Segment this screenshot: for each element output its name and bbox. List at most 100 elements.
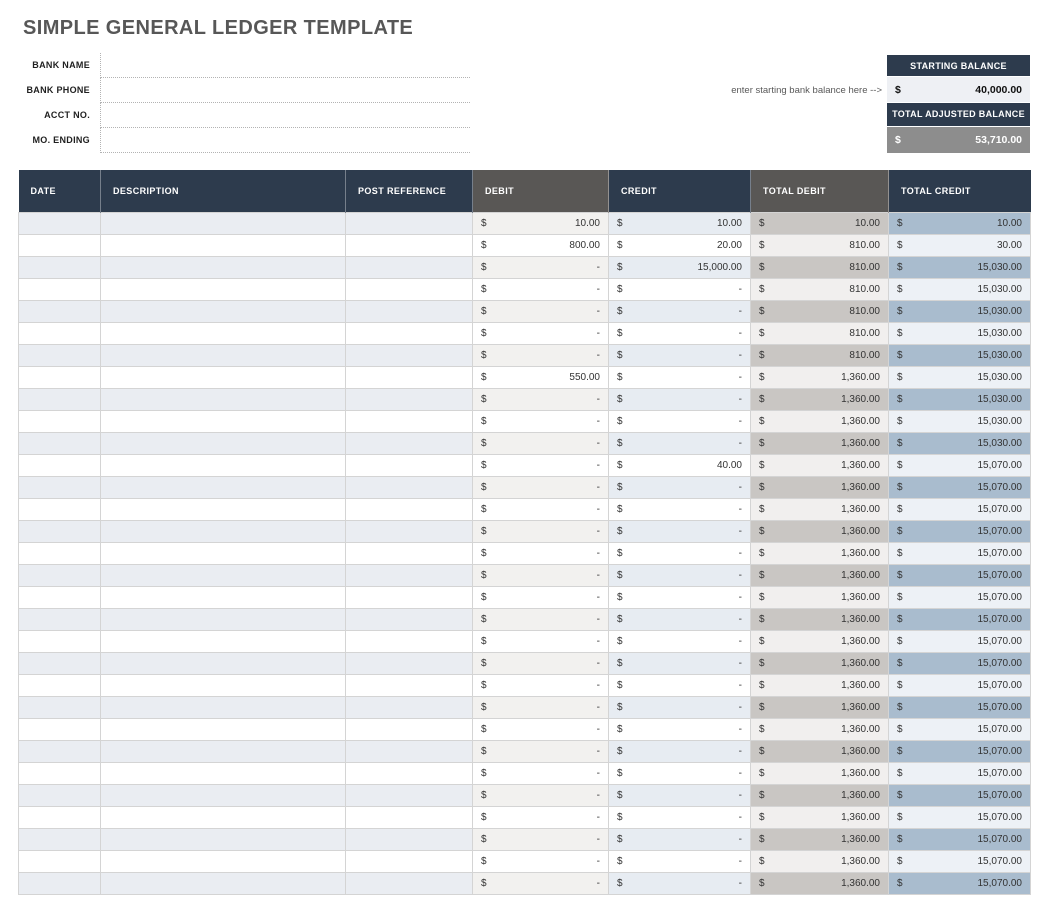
description-cell[interactable] — [100, 256, 346, 279]
debit-cell[interactable]: $ - — [472, 784, 609, 807]
date-cell[interactable] — [18, 608, 101, 631]
date-cell[interactable] — [18, 696, 101, 719]
credit-cell[interactable]: $ - — [608, 542, 751, 565]
description-cell[interactable] — [100, 366, 346, 389]
debit-cell[interactable]: $ - — [472, 454, 609, 477]
description-cell[interactable] — [100, 674, 346, 697]
credit-cell[interactable]: $ - — [608, 432, 751, 455]
bank-phone-field[interactable] — [100, 78, 470, 103]
debit-cell[interactable]: $ - — [472, 586, 609, 609]
date-cell[interactable] — [18, 872, 101, 895]
post-reference-cell[interactable] — [345, 718, 473, 741]
bank-name-field[interactable] — [100, 53, 470, 78]
date-cell[interactable] — [18, 740, 101, 763]
post-reference-cell[interactable] — [345, 410, 473, 433]
debit-cell[interactable]: $ - — [472, 828, 609, 851]
debit-cell[interactable]: $ - — [472, 630, 609, 653]
date-cell[interactable] — [18, 828, 101, 851]
description-cell[interactable] — [100, 608, 346, 631]
description-cell[interactable] — [100, 564, 346, 587]
date-cell[interactable] — [18, 344, 101, 367]
post-reference-cell[interactable] — [345, 586, 473, 609]
date-cell[interactable] — [18, 542, 101, 565]
debit-cell[interactable]: $ - — [472, 850, 609, 873]
description-cell[interactable] — [100, 586, 346, 609]
debit-cell[interactable]: $ - — [472, 542, 609, 565]
post-reference-cell[interactable] — [345, 234, 473, 257]
credit-cell[interactable]: $ - — [608, 872, 751, 895]
description-cell[interactable] — [100, 806, 346, 829]
debit-cell[interactable]: $ - — [472, 674, 609, 697]
mo-ending-field[interactable] — [100, 128, 470, 153]
description-cell[interactable] — [100, 718, 346, 741]
credit-cell[interactable]: $ - — [608, 652, 751, 675]
debit-cell[interactable]: $ - — [472, 762, 609, 785]
credit-cell[interactable]: $ - — [608, 674, 751, 697]
credit-cell[interactable]: $ - — [608, 344, 751, 367]
debit-cell[interactable]: $ - — [472, 300, 609, 323]
credit-cell[interactable]: $ - — [608, 850, 751, 873]
date-cell[interactable] — [18, 234, 101, 257]
post-reference-cell[interactable] — [345, 498, 473, 521]
post-reference-cell[interactable] — [345, 520, 473, 543]
post-reference-cell[interactable] — [345, 322, 473, 345]
debit-cell[interactable]: $ - — [472, 410, 609, 433]
date-cell[interactable] — [18, 564, 101, 587]
debit-cell[interactable]: $ - — [472, 652, 609, 675]
post-reference-cell[interactable] — [345, 344, 473, 367]
credit-cell[interactable]: $ 40.00 — [608, 454, 751, 477]
credit-cell[interactable]: $ - — [608, 300, 751, 323]
post-reference-cell[interactable] — [345, 300, 473, 323]
debit-cell[interactable]: $ 10.00 — [472, 212, 609, 235]
debit-cell[interactable]: $ - — [472, 432, 609, 455]
description-cell[interactable] — [100, 410, 346, 433]
credit-cell[interactable]: $ - — [608, 388, 751, 411]
date-cell[interactable] — [18, 520, 101, 543]
debit-cell[interactable]: $ - — [472, 740, 609, 763]
credit-cell[interactable]: $ - — [608, 740, 751, 763]
debit-cell[interactable]: $ - — [472, 322, 609, 345]
date-cell[interactable] — [18, 322, 101, 345]
credit-cell[interactable]: $ - — [608, 366, 751, 389]
credit-cell[interactable]: $ - — [608, 608, 751, 631]
debit-cell[interactable]: $ - — [472, 806, 609, 829]
credit-cell[interactable]: $ - — [608, 696, 751, 719]
description-cell[interactable] — [100, 762, 346, 785]
date-cell[interactable] — [18, 630, 101, 653]
credit-cell[interactable]: $ - — [608, 806, 751, 829]
credit-cell[interactable]: $ - — [608, 828, 751, 851]
date-cell[interactable] — [18, 454, 101, 477]
date-cell[interactable] — [18, 300, 101, 323]
description-cell[interactable] — [100, 696, 346, 719]
date-cell[interactable] — [18, 432, 101, 455]
post-reference-cell[interactable] — [345, 784, 473, 807]
debit-cell[interactable]: $ 550.00 — [472, 366, 609, 389]
debit-cell[interactable]: $ - — [472, 520, 609, 543]
post-reference-cell[interactable] — [345, 652, 473, 675]
credit-cell[interactable]: $ - — [608, 784, 751, 807]
date-cell[interactable] — [18, 850, 101, 873]
credit-cell[interactable]: $ 10.00 — [608, 212, 751, 235]
date-cell[interactable] — [18, 388, 101, 411]
debit-cell[interactable]: $ - — [472, 872, 609, 895]
starting-balance-cell[interactable]: $ 40,000.00 — [887, 77, 1030, 103]
acct-no-field[interactable] — [100, 103, 470, 128]
date-cell[interactable] — [18, 278, 101, 301]
description-cell[interactable] — [100, 740, 346, 763]
post-reference-cell[interactable] — [345, 542, 473, 565]
post-reference-cell[interactable] — [345, 278, 473, 301]
description-cell[interactable] — [100, 234, 346, 257]
date-cell[interactable] — [18, 652, 101, 675]
description-cell[interactable] — [100, 432, 346, 455]
description-cell[interactable] — [100, 828, 346, 851]
post-reference-cell[interactable] — [345, 608, 473, 631]
description-cell[interactable] — [100, 322, 346, 345]
post-reference-cell[interactable] — [345, 696, 473, 719]
date-cell[interactable] — [18, 784, 101, 807]
debit-cell[interactable]: $ - — [472, 388, 609, 411]
debit-cell[interactable]: $ - — [472, 608, 609, 631]
debit-cell[interactable]: $ - — [472, 278, 609, 301]
description-cell[interactable] — [100, 520, 346, 543]
post-reference-cell[interactable] — [345, 762, 473, 785]
date-cell[interactable] — [18, 762, 101, 785]
